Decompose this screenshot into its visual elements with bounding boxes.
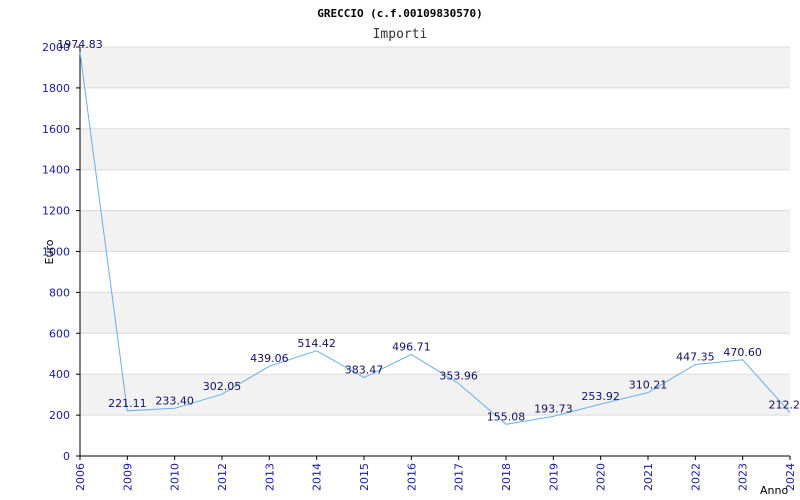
x-tick-label: 2016 — [405, 463, 418, 491]
data-label: 353.96 — [439, 370, 478, 383]
data-label: 1974.83 — [57, 38, 103, 51]
y-tick-labels: 0 200 400 600 800 1000 1200 1400 1600 1800 2000 — [42, 41, 70, 463]
x-tick-label: 2021 — [642, 463, 655, 491]
y-tick-label: 200 — [49, 409, 70, 422]
x-tick-label: 2012 — [216, 463, 229, 491]
grid-band — [80, 374, 790, 416]
chart-subtitle: Importi — [373, 27, 428, 42]
grid-band — [80, 292, 790, 334]
data-label: 212.2 — [769, 399, 800, 412]
grid-band — [80, 210, 790, 252]
grid-band — [80, 333, 790, 375]
data-label: 470.60 — [723, 346, 762, 359]
data-label: 221.11 — [108, 397, 147, 410]
grid-band — [80, 87, 790, 129]
x-tick-label: 2009 — [121, 463, 134, 491]
x-tick-label: 2023 — [737, 463, 750, 491]
data-label: 439.06 — [250, 352, 289, 365]
x-tick-label: 2022 — [689, 463, 702, 491]
data-labels: 1974.83 221.11 233.40 302.05 439.06 514.42 383… — [57, 38, 800, 423]
data-label: 310.21 — [629, 379, 668, 392]
y-tick-label: 600 — [49, 327, 70, 340]
grid-band — [80, 47, 790, 88]
data-label: 155.08 — [487, 410, 526, 423]
data-label: 496.71 — [392, 340, 431, 353]
y-tick-label: 2000 — [42, 41, 70, 54]
grid-band — [80, 251, 790, 293]
y-tick-label: 0 — [63, 450, 70, 463]
data-label: 447.35 — [676, 351, 715, 364]
x-tick-label: 2018 — [500, 463, 513, 491]
grid-band — [80, 169, 790, 211]
series-line — [79, 52, 791, 425]
x-tick-label: 2017 — [453, 463, 466, 491]
y-tick-label: 1800 — [42, 82, 70, 95]
y-tick-label: 1400 — [42, 164, 70, 177]
x-tick-label: 2020 — [595, 463, 608, 491]
x-tick-label: 2013 — [263, 463, 276, 491]
chart-title: GRECCIO (c.f.00109830570) — [317, 7, 483, 20]
x-tick-label: 2015 — [358, 463, 371, 491]
grid-band — [80, 415, 790, 456]
grid-band — [80, 128, 790, 170]
y-axis-label: Euro — [43, 239, 56, 264]
x-axis-label: Anno — [760, 484, 788, 497]
data-label: 253.92 — [581, 390, 620, 403]
data-label: 193.73 — [534, 402, 573, 415]
x-tick-label: 2024 — [784, 463, 797, 491]
y-tick-label: 1600 — [42, 123, 70, 136]
data-label: 383.47 — [345, 364, 384, 377]
y-tick-label: 1200 — [42, 205, 70, 218]
x-tick-labels: 2006 2009 2010 2012 2013 2014 2015 2016 2017 2018… — [74, 456, 797, 491]
x-tick-label: 2014 — [311, 463, 324, 491]
data-label: 302.05 — [203, 380, 242, 393]
data-label: 233.40 — [155, 394, 194, 407]
y-tick-label: 1000 — [42, 246, 70, 259]
data-label: 514.42 — [297, 337, 336, 350]
x-tick-label: 2019 — [547, 463, 560, 491]
y-tick-label: 800 — [49, 286, 70, 299]
background-bands — [80, 47, 790, 456]
x-tick-label: 2006 — [74, 463, 87, 491]
y-tick-label: 400 — [49, 368, 70, 381]
x-tick-label: 2010 — [169, 463, 182, 491]
